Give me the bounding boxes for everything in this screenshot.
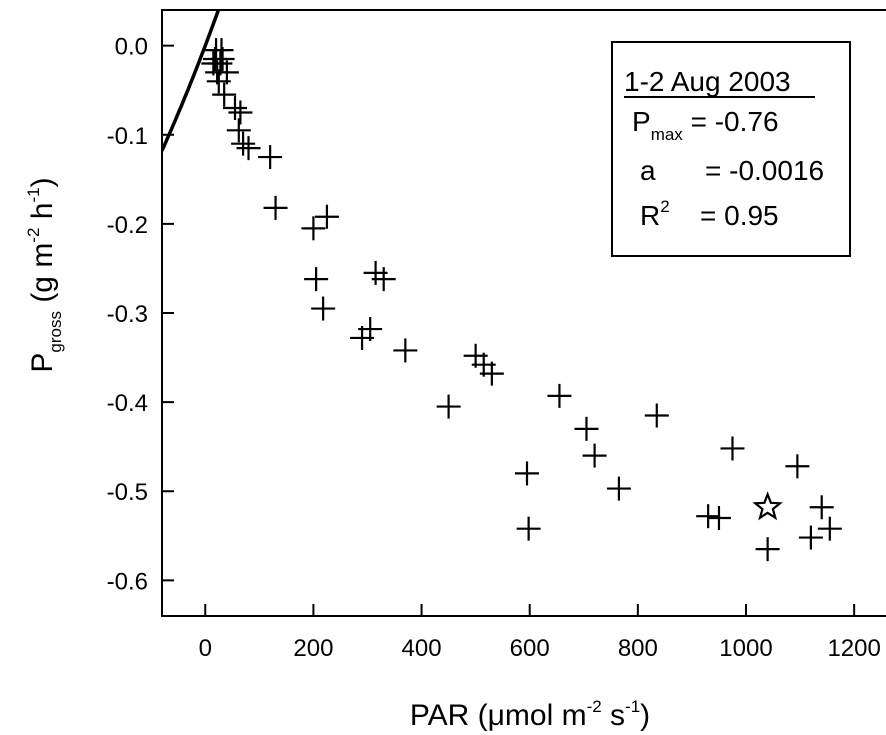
x-tick-label: 400 xyxy=(402,635,442,662)
data-point xyxy=(304,267,329,292)
y-tick-label: -0.5 xyxy=(107,479,148,506)
legend-r2-value: = 0.95 xyxy=(700,200,779,231)
data-point xyxy=(258,145,283,170)
data-point xyxy=(236,136,261,161)
data-point xyxy=(393,338,418,363)
x-tick-label: 1200 xyxy=(827,635,880,662)
legend-pmax: Pmax = -0.76 xyxy=(632,106,779,144)
data-point xyxy=(436,394,461,419)
x-tick-label: 1000 xyxy=(719,635,772,662)
data-point xyxy=(809,495,834,520)
data-point xyxy=(371,267,396,292)
data-point xyxy=(696,504,721,529)
data-point xyxy=(516,516,541,541)
data-point xyxy=(311,296,336,321)
x-axis-title: PAR (μmol m-2 s-1) xyxy=(410,697,650,732)
data-point xyxy=(515,461,539,486)
legend-title: 1-2 Aug 2003 xyxy=(624,66,791,97)
data-point xyxy=(582,443,607,468)
data-point xyxy=(755,537,780,562)
y-tick-label: -0.3 xyxy=(107,301,148,328)
data-point xyxy=(228,100,253,125)
data-point xyxy=(706,505,731,530)
x-tick-label: 800 xyxy=(618,635,658,662)
x-tick-label: 600 xyxy=(510,635,550,662)
legend-r2: R2 xyxy=(640,197,670,231)
data-point xyxy=(223,96,247,121)
data-point xyxy=(817,516,842,541)
x-axis: 0 200 400 600 800 1000 1200 xyxy=(199,604,881,662)
data-point xyxy=(226,118,251,143)
star-marker xyxy=(752,491,783,521)
data-point xyxy=(785,454,810,479)
data-point xyxy=(358,317,383,342)
legend-a-value: = -0.0016 xyxy=(705,155,824,186)
y-tick-label: -0.2 xyxy=(107,212,148,239)
data-points xyxy=(201,38,842,562)
data-point xyxy=(479,361,504,386)
legend: 1-2 Aug 2003 Pmax = -0.76 a = -0.0016 R2… xyxy=(611,41,851,257)
y-axis-title: Pgross (g m-2 h-1) xyxy=(24,177,65,372)
x-tick-label: 0 xyxy=(199,635,212,662)
y-tick-label: 0.0 xyxy=(115,34,148,61)
data-point xyxy=(301,216,326,241)
y-axis: 0.0 -0.1 -0.2 -0.3 -0.4 -0.5 -0.6 xyxy=(107,34,174,595)
y-tick-label: -0.6 xyxy=(107,568,148,595)
y-tick-label: -0.1 xyxy=(107,123,148,150)
data-point xyxy=(214,60,239,85)
data-point xyxy=(547,383,572,408)
data-point xyxy=(606,476,631,501)
y-tick-label: -0.4 xyxy=(107,390,148,417)
data-point xyxy=(210,47,235,72)
data-point xyxy=(798,525,823,550)
data-point xyxy=(212,82,237,107)
data-point xyxy=(574,416,599,441)
legend-a-label: a xyxy=(640,155,656,186)
data-point xyxy=(231,131,256,156)
data-point xyxy=(263,195,288,220)
data-point xyxy=(314,204,339,229)
data-point xyxy=(644,403,669,428)
legend-box xyxy=(611,41,851,257)
data-point xyxy=(720,436,745,461)
highlight-star xyxy=(752,491,783,521)
x-tick-label: 200 xyxy=(293,635,333,662)
